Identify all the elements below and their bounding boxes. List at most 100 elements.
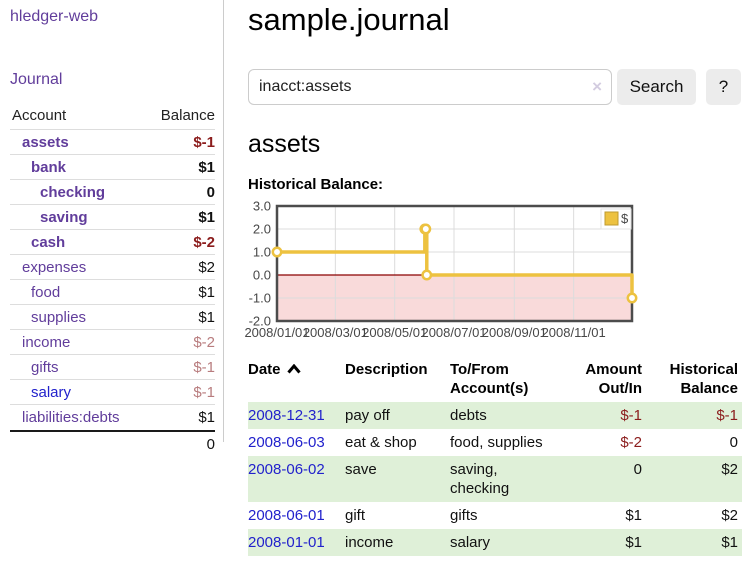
register-row-2008-01-01: 2008-01-01 income salary $1 $1 [248,529,742,556]
page-title: sample.journal [248,2,450,37]
search-button[interactable]: Search [617,69,696,105]
account-balance-liabilities-debts: $1 [198,409,215,426]
sidebar-account-link-expenses[interactable]: expenses [22,258,87,276]
transaction-accounts-text: gifts [450,507,478,524]
transaction-accounts-text: salary [450,534,491,551]
account-column-header: Account [12,107,67,124]
data-point-marker [271,246,283,258]
sidebar-account-link-income[interactable]: income [22,333,71,351]
account-balance-expenses: $2 [198,258,215,276]
legend-label: $ [621,211,629,226]
transaction-date-link[interactable]: 2008-01-01 [248,534,325,551]
account-balance-supplies: $1 [198,308,215,326]
transaction-date-link[interactable]: 2008-06-03 [248,434,325,451]
transaction-description-cell: income [345,534,394,551]
sidebar-account-link-assets[interactable]: assets [22,133,69,151]
transaction-amount-cell: $1 [625,507,642,524]
register-row-2008-06-02: 2008-06-02 save saving, checking 0 $2 [248,456,742,502]
transaction-date-link[interactable]: 2008-12-31 [248,407,325,424]
x-axis-tick-label: 2008/07/01 [421,325,486,340]
main-content: sample.journal × Search ? assets Histori… [224,0,742,556]
transaction-amount-cell: $-2 [620,434,642,451]
transaction-amount-cell: $1 [625,534,642,551]
account-balance-income: $-2 [193,333,215,351]
transaction-amount-cell: $-1 [620,407,642,424]
account-balance-bank: $1 [198,158,215,176]
transaction-balance-cell: $-1 [716,407,738,424]
sidebar-account-link-salary[interactable]: salary [31,383,72,401]
account-balance-cash: $-2 [193,233,215,251]
historical-balance-chart[interactable]: 3.0 2.0 1.0 0.0 -1.0 -2.02008/01/012008/03/01… [242,200,742,342]
sidebar-account-link-bank[interactable]: bank [31,158,67,176]
y-axis-tick-label: -1.0 [249,291,271,306]
account-balance-saving: $1 [198,208,215,226]
transaction-accounts-text: saving, checking [450,461,510,497]
sort-ascending-icon [286,364,301,374]
account-row-assets: assets $-1 [10,130,215,155]
transaction-description-cell: eat & shop [345,434,417,451]
sidebar-account-link-checking[interactable]: checking [40,183,106,201]
account-heading: assets [248,130,321,158]
chart-title: Historical Balance: [248,176,384,193]
transaction-date-cell: 2008-06-01 [248,502,345,529]
search-form: × Search ? [248,69,742,105]
transaction-accounts-cell: salary [450,529,580,556]
account-rows: assets $-1 bank $1 checking 0 saving $1 cash $-2 e… [10,130,215,430]
help-button[interactable]: ? [706,69,741,105]
y-axis-tick-label: -2.0 [249,314,271,329]
sidebar-account-link-food[interactable]: food [31,283,61,301]
sidebar: hledger-web Journal Account Balance asse… [0,0,224,453]
transaction-balance-cell: $2 [721,507,738,524]
sidebar-account-link-gifts[interactable]: gifts [31,358,59,376]
account-balance-food: $1 [198,283,215,301]
sidebar-account-link-supplies[interactable]: supplies [31,308,87,326]
account-tree: Account Balance assets $-1 bank $1 checking 0… [10,104,215,456]
account-balance-gifts: $-1 [193,358,215,376]
y-axis-tick-label: 0.0 [253,268,271,283]
transaction-balance-cell: 0 [729,434,738,451]
column-header-accounts: To/From Account(s) [450,361,529,397]
column-header-balance: Historical Balance [669,361,738,397]
sidebar-total-row: 0 [10,430,215,456]
transaction-accounts-cell: food, supplies [450,429,580,456]
account-row-salary: salary $-1 [10,380,215,405]
sidebar-total-balance: 0 [206,436,215,453]
register-row-2008-12-31: 2008-12-31 pay off debts $-1 $-1 [248,402,742,429]
sidebar-account-link-saving[interactable]: saving [40,208,88,226]
register-header-row: Date Description To/From Account(s) Amou… [248,354,742,402]
column-header-date[interactable]: Date [248,354,345,402]
x-axis-tick-label: 2008/05/01 [362,325,427,340]
sidebar-account-link-cash[interactable]: cash [31,233,66,251]
account-row-food: food $1 [10,280,215,305]
account-row-checking: checking 0 [10,180,215,205]
transaction-accounts-cell: gifts [450,502,580,529]
x-axis-tick-label: 2008/03/01 [303,325,368,340]
account-tree-header: Account Balance [10,104,215,130]
transaction-accounts-text: food, supplies [450,434,543,451]
transaction-date-link[interactable]: 2008-06-02 [248,461,325,478]
y-axis-tick-label: 1.0 [253,245,271,260]
x-axis-tick-label: 2008/01/01 [244,325,309,340]
account-row-income: income $-2 [10,330,215,355]
account-row-gifts: gifts $-1 [10,355,215,380]
search-box: × [248,69,612,105]
register-row-2008-06-01: 2008-06-01 gift gifts $1 $2 [248,502,742,529]
x-axis-tick-label: 2008/11/01 [542,325,606,340]
clear-search-icon[interactable]: × [592,77,602,96]
transaction-date-link[interactable]: 2008-06-01 [248,507,325,524]
column-header-description: Description [345,361,428,378]
transaction-accounts-text: debts [450,407,487,424]
account-row-liabilities-debts: liabilities:debts $1 [10,405,215,430]
account-balance-assets: $-1 [193,133,215,151]
sidebar-account-link-liabilities-debts[interactable]: liabilities:debts [22,409,120,426]
hledger-web-app: hledger-web Journal Account Balance asse… [0,0,742,556]
data-point-marker [626,292,638,304]
transaction-description-cell: save [345,461,377,478]
transaction-balance-cell: $1 [721,534,738,551]
transaction-amount-cell: 0 [633,461,642,478]
transaction-description-cell: gift [345,507,366,524]
plot-border [275,204,634,323]
sidebar-journal-link[interactable]: Journal [10,71,63,88]
app-brand-link[interactable]: hledger-web [10,8,99,25]
search-input[interactable] [248,69,612,105]
